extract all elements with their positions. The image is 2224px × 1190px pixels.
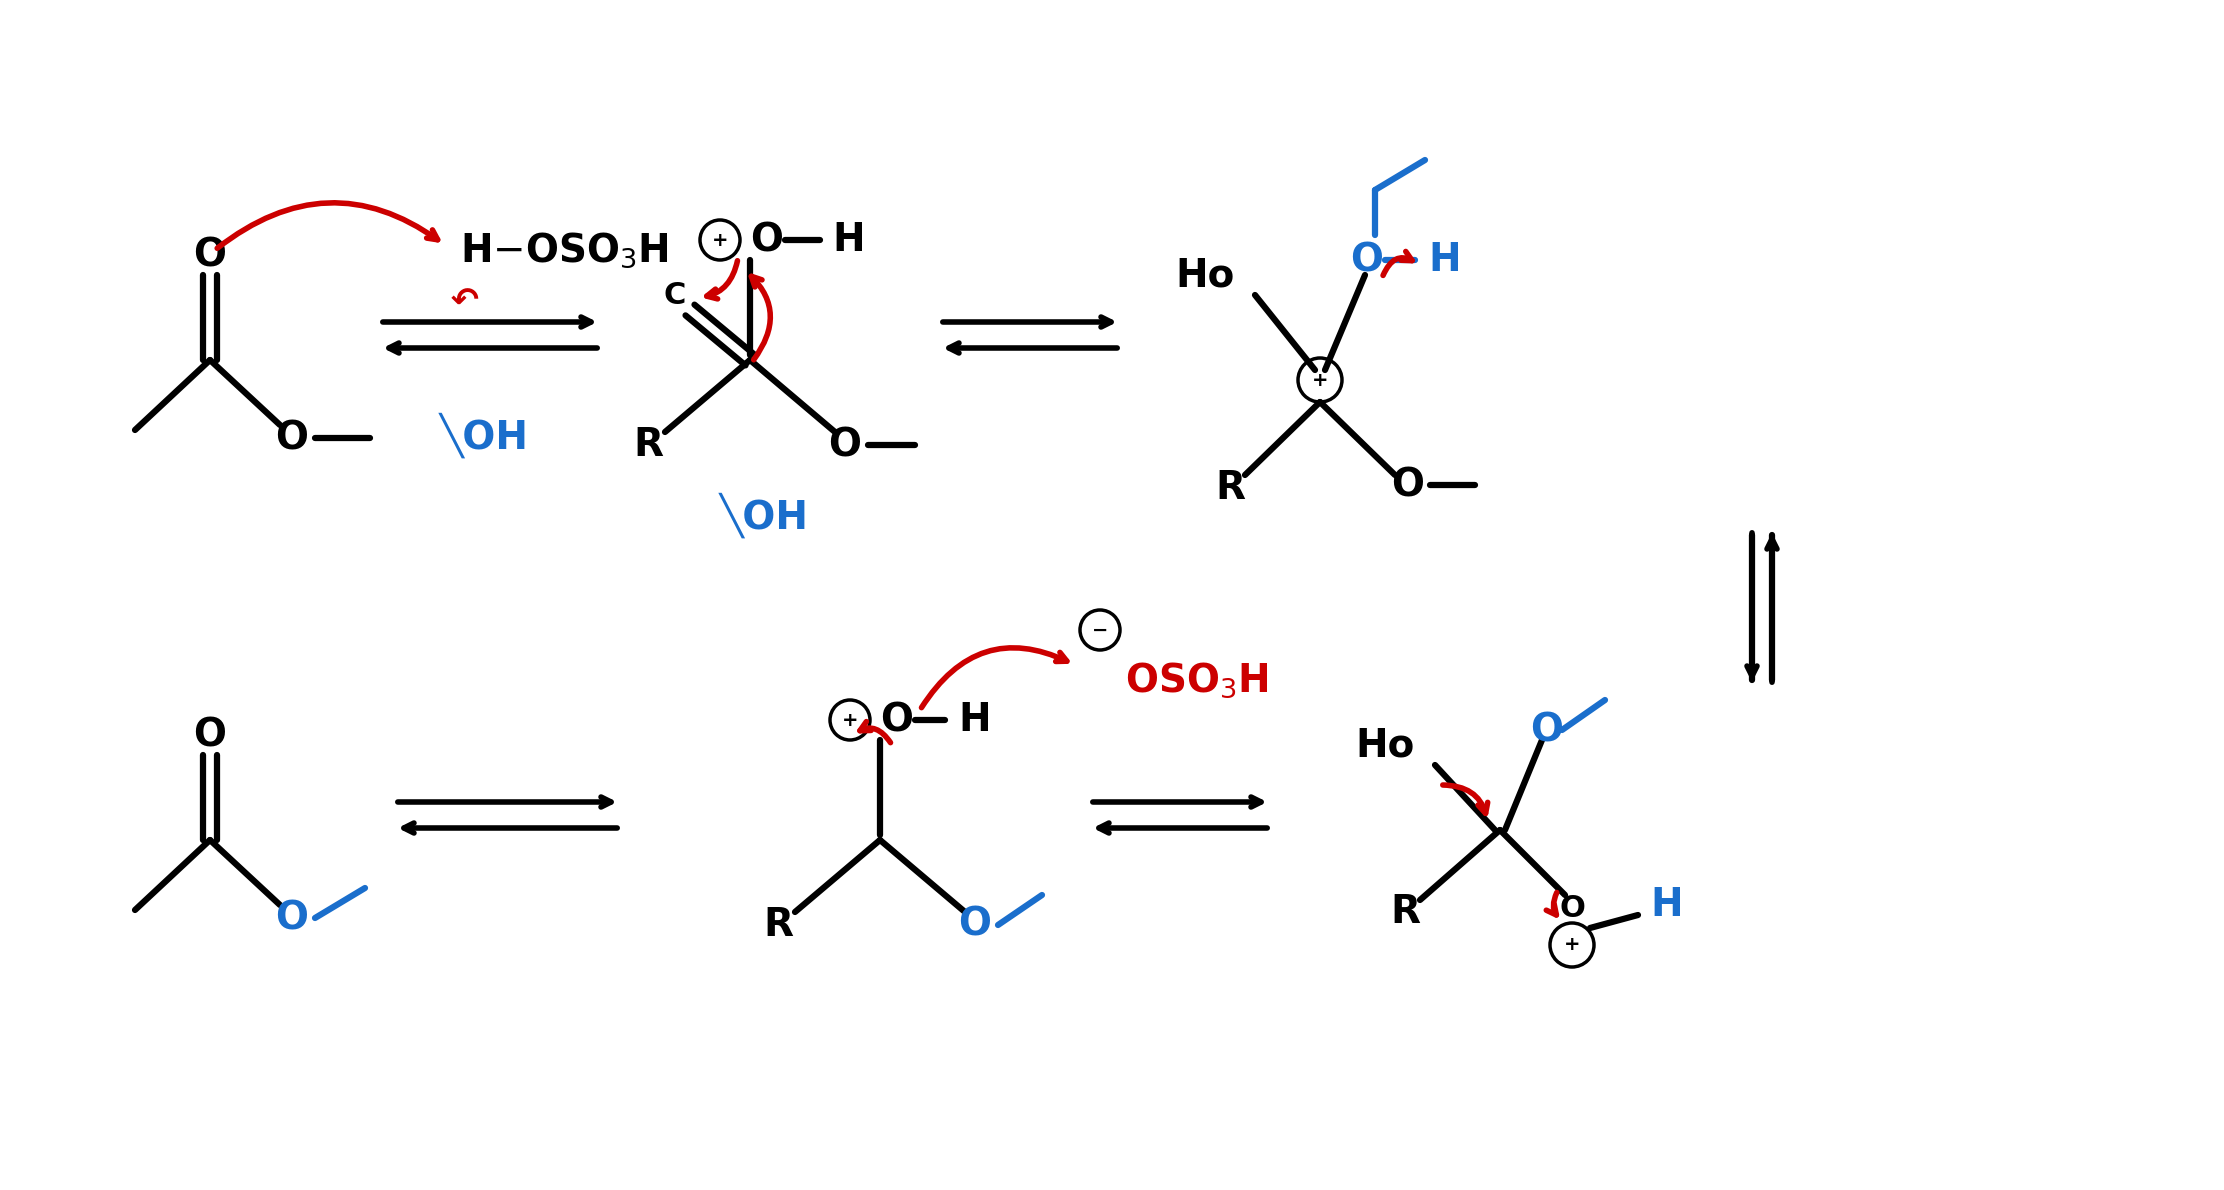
- Text: R: R: [1390, 892, 1419, 931]
- Text: H: H: [1428, 242, 1461, 278]
- Text: O: O: [830, 426, 861, 464]
- Text: C: C: [663, 281, 687, 309]
- Text: O: O: [276, 898, 309, 937]
- Text: O: O: [1350, 242, 1383, 278]
- Text: H: H: [1650, 887, 1684, 923]
- Text: H: H: [832, 221, 865, 259]
- Text: R: R: [763, 906, 794, 944]
- Text: O: O: [881, 701, 914, 739]
- Text: R: R: [634, 426, 663, 464]
- Text: ╲OH: ╲OH: [440, 412, 529, 458]
- Text: +: +: [712, 231, 727, 250]
- Text: +: +: [1563, 935, 1581, 954]
- Text: O: O: [193, 716, 227, 754]
- Text: −: −: [1092, 620, 1108, 639]
- Text: O: O: [276, 419, 309, 457]
- Text: ╲OH: ╲OH: [721, 493, 810, 538]
- Text: H: H: [959, 701, 990, 739]
- Text: OSO$_3$H: OSO$_3$H: [1125, 660, 1270, 700]
- Text: +: +: [841, 710, 858, 729]
- Text: ↶: ↶: [451, 286, 478, 319]
- Text: O: O: [1530, 710, 1563, 749]
- Text: +: +: [1312, 370, 1328, 389]
- Text: O: O: [193, 236, 227, 274]
- Text: O: O: [959, 906, 992, 944]
- Text: O: O: [1392, 466, 1426, 505]
- Text: O: O: [749, 221, 783, 259]
- Text: Ho: Ho: [1357, 726, 1414, 764]
- Text: O: O: [1559, 894, 1586, 922]
- Text: H$-$OSO$_3$H: H$-$OSO$_3$H: [460, 230, 669, 270]
- Text: R: R: [1214, 469, 1245, 507]
- Text: Ho: Ho: [1176, 256, 1234, 294]
